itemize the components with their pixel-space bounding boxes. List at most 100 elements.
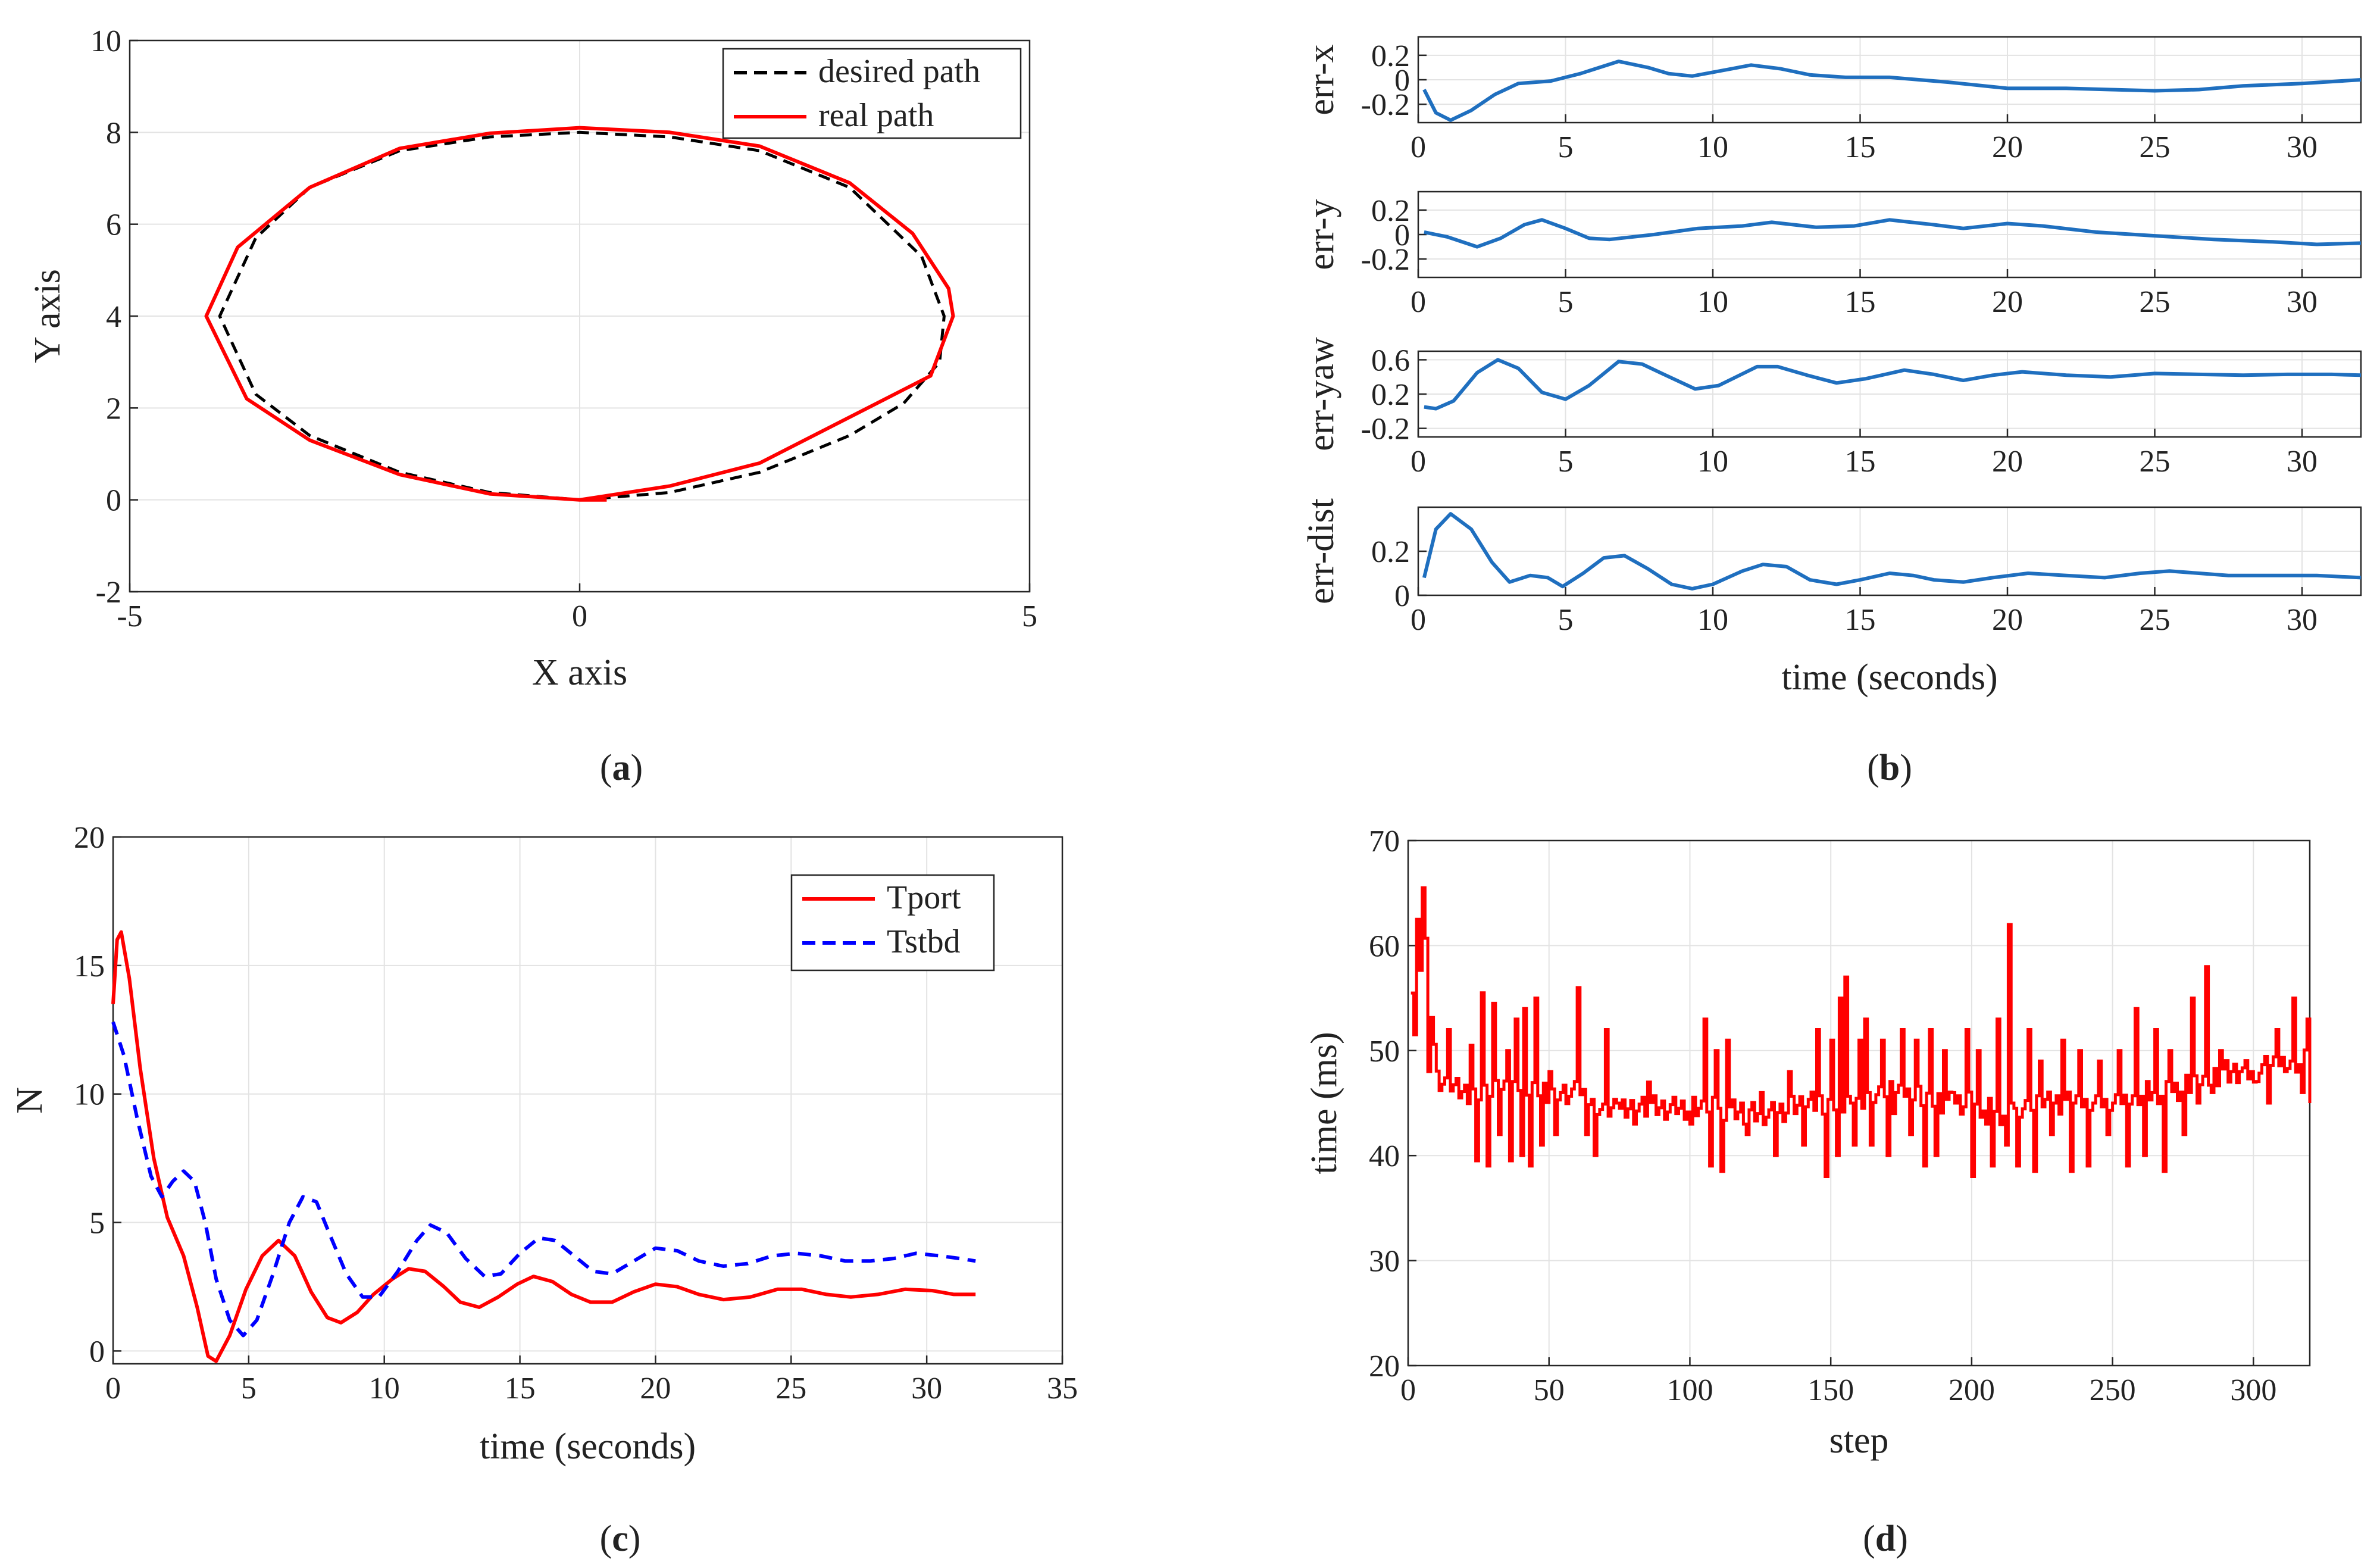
series-line-err-dist <box>1422 512 2362 591</box>
y-tick-label: -0.2 <box>1361 243 1410 277</box>
x-tick-label: 10 <box>1697 130 1728 164</box>
x-tick-label: 0 <box>1400 1373 1416 1407</box>
x-tick-label: 25 <box>2140 603 2171 637</box>
x-axis-label: X axis <box>532 652 627 693</box>
y-tick-label: 30 <box>1369 1245 1400 1279</box>
chart-c: 0 5 10 15 20 25 30 35 0 5 10 15 20 Tport Tstbd time (se… <box>10 821 1078 1467</box>
series-line-real-path <box>204 126 955 502</box>
x-tick-label: 20 <box>1992 130 2023 164</box>
x-tick-label: 15 <box>1845 603 1876 637</box>
caption-paren: ( <box>600 748 612 788</box>
y-tick-label: 40 <box>1369 1139 1400 1173</box>
x-tick-label: 35 <box>1047 1372 1078 1405</box>
y-tick-label: 0.6 <box>1371 343 1410 377</box>
series-line-desired-path <box>218 130 946 502</box>
y-tick-label: -0.2 <box>1361 88 1410 122</box>
x-tick-label: 30 <box>911 1372 942 1405</box>
subplot-err-yaw: 0 5 10 15 20 25 30 -0.20.20.6 err-yaw <box>1301 337 2362 479</box>
legend-label: real path <box>818 97 934 134</box>
legend-box <box>722 48 1022 139</box>
x-tick-label: 300 <box>2230 1373 2276 1407</box>
x-tick-label: 0 <box>1411 445 1426 479</box>
x-tick-label: 0 <box>1411 285 1426 319</box>
y-axis-label: err-dist <box>1301 498 1341 604</box>
x-axis-label: time (seconds) <box>1781 657 1997 698</box>
caption-letter: b <box>1879 748 1900 788</box>
x-tick-label: 5 <box>1022 599 1037 633</box>
caption-paren: ) <box>1896 1519 1908 1559</box>
y-tick-label: 0 <box>89 1335 105 1369</box>
y-axis-label: err-x <box>1301 44 1341 115</box>
y-tick-label: 15 <box>74 949 105 983</box>
y-tick-label: 2 <box>106 392 121 426</box>
panel-caption: (c) <box>600 1519 641 1559</box>
caption-paren: ( <box>1863 1519 1875 1559</box>
x-tick-label: 150 <box>1807 1373 1854 1407</box>
y-axis-label: err-yaw <box>1301 337 1341 451</box>
caption-letter: d <box>1875 1519 1896 1559</box>
y-tick-label: 4 <box>106 300 121 334</box>
y-tick-label: 0.2 <box>1371 378 1410 412</box>
x-tick-label: 15 <box>1845 445 1876 479</box>
x-tick-label: 250 <box>2090 1373 2136 1407</box>
caption-letter: a <box>612 748 631 788</box>
x-tick-label: 0 <box>1411 130 1426 164</box>
caption-paren: ( <box>600 1519 612 1559</box>
x-tick-label: 30 <box>2287 130 2318 164</box>
x-tick-label: 30 <box>2287 285 2318 319</box>
x-axis-label: time (seconds) <box>480 1426 696 1467</box>
series-line-Tstbd <box>111 1021 976 1338</box>
x-tick-label: 0 <box>572 599 587 633</box>
y-tick-label: 0 <box>1394 218 1410 252</box>
caption-paren: ) <box>631 748 643 788</box>
chart-a: -5 0 5 -2 0 2 4 6 8 10 desired path real path X axis… <box>27 24 1037 693</box>
x-tick-label: 5 <box>1558 130 1574 164</box>
y-tick-label: 0.2 <box>1371 535 1410 569</box>
x-tick-label: 5 <box>1558 445 1574 479</box>
x-tick-label: 15 <box>505 1372 536 1405</box>
legend-label: desired path <box>818 53 980 90</box>
y-tick-label: 8 <box>106 116 121 150</box>
panel-caption: (a) <box>600 748 643 788</box>
x-tick-label: 5 <box>241 1372 257 1405</box>
x-tick-label: 200 <box>1949 1373 1995 1407</box>
y-tick-label: 6 <box>106 208 121 242</box>
series-line-time <box>1411 886 2312 1178</box>
y-axis-label: err-y <box>1301 199 1341 270</box>
panel-caption: (d) <box>1863 1519 1908 1559</box>
caption-paren: ) <box>1900 748 1912 788</box>
y-tick-label: 0.2 <box>1371 194 1410 228</box>
series-line-err-y <box>1424 218 2362 249</box>
x-tick-label: 100 <box>1666 1373 1713 1407</box>
y-tick-label: 0 <box>106 484 121 518</box>
x-tick-label: 20 <box>1992 285 2023 319</box>
y-tick-label: 20 <box>74 821 105 855</box>
x-tick-label: 10 <box>369 1372 400 1405</box>
y-tick-label: 10 <box>90 24 121 58</box>
x-tick-label: 25 <box>2140 130 2171 164</box>
x-tick-label: 20 <box>640 1372 671 1405</box>
x-tick-label: 15 <box>1845 130 1876 164</box>
chart-d: 0 50 100 150 200 250 300 20 30 40 50 60 70 step time (… <box>1304 824 2312 1461</box>
series-line-err-yaw <box>1424 358 2362 411</box>
y-tick-label: 0 <box>1394 64 1410 98</box>
series-line-err-x <box>1422 60 2362 122</box>
y-axis-label: Y axis <box>27 269 68 363</box>
y-tick-label: 20 <box>1369 1350 1400 1383</box>
x-tick-label: 25 <box>775 1372 806 1405</box>
y-tick-label: 0.2 <box>1371 39 1410 73</box>
legend-box <box>790 874 995 972</box>
y-tick-label: 70 <box>1369 824 1400 858</box>
x-tick-label: 25 <box>2140 285 2171 319</box>
x-tick-label: 50 <box>1534 1373 1565 1407</box>
y-tick-label: 50 <box>1369 1035 1400 1069</box>
x-tick-label: 30 <box>2287 603 2318 637</box>
y-tick-label: 5 <box>89 1207 105 1241</box>
axes-box <box>112 836 1064 1365</box>
legend-label: Tstbd <box>887 923 961 960</box>
